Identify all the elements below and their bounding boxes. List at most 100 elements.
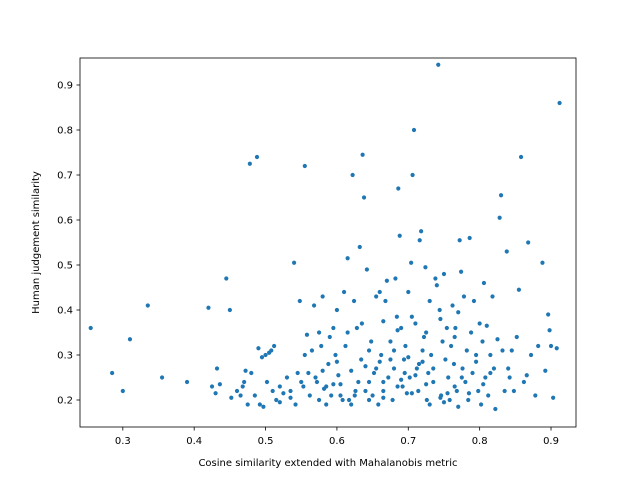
data-point [431,366,436,371]
data-point [411,127,417,133]
data-point [374,294,379,299]
data-point [381,395,386,400]
data-point [444,325,449,331]
data-point [473,359,479,364]
data-point [518,154,524,160]
data-point [461,294,467,299]
y-tick-label: 0.2 [57,396,73,407]
data-point [410,172,415,178]
data-point [256,346,261,351]
data-point [383,298,388,304]
data-point [533,393,538,398]
data-point [309,348,315,353]
data-point [460,366,465,371]
data-point [302,352,307,358]
y-tick-label: 0.3 [57,351,73,362]
data-point [307,393,312,398]
data-point [299,379,304,385]
data-point [252,393,257,398]
data-point [477,321,482,326]
plot-frame [79,57,577,428]
data-point [327,334,332,340]
data-point [502,388,507,394]
data-point [350,172,355,178]
data-point [338,382,343,387]
data-point [297,298,302,304]
data-point [326,361,331,367]
data-point [451,361,457,367]
data-point [224,276,229,281]
data-point [88,325,93,331]
data-point [281,391,286,396]
data-point [390,397,395,403]
data-point [420,348,425,353]
data-point [397,233,402,238]
data-point [364,267,369,272]
data-point [240,384,245,389]
data-point [331,382,336,387]
data-point [396,186,401,191]
data-point [334,307,340,313]
data-point [456,404,461,409]
data-points [88,62,562,412]
data-point [420,359,425,364]
data-point [484,323,489,328]
data-point [288,395,293,400]
data-point [446,375,451,380]
data-point [159,375,165,380]
data-point [433,276,438,281]
data-point [263,352,268,358]
data-point [456,310,461,315]
data-point [554,346,559,351]
data-point [406,289,411,295]
data-point [471,298,477,304]
y-axis-ticks: 0.2 0.3 0.4 0.5 0.6 0.7 0.8 0.9 [57,81,80,407]
data-point [463,379,468,385]
data-point [427,298,432,304]
data-point [359,357,364,362]
x-tick-label: 0.5 [258,436,274,447]
data-point [495,337,500,342]
data-point [399,377,404,382]
data-point [481,382,486,387]
data-point [293,402,298,407]
data-point [331,325,336,331]
data-point [259,355,265,360]
data-point [357,244,362,250]
data-point [349,402,354,407]
data-point [351,298,357,304]
data-point [395,328,400,333]
data-point [234,388,240,394]
data-point [498,193,504,198]
data-point [366,379,372,385]
data-point [454,388,459,394]
data-point [374,366,379,371]
data-point [438,395,443,400]
data-point [440,339,445,344]
data-point [386,375,391,380]
data-point [145,303,150,308]
data-point [467,235,472,241]
data-point [409,260,414,265]
data-point [120,388,125,394]
data-point [329,393,334,398]
data-point [504,249,509,254]
data-point [229,395,234,400]
data-point [457,238,462,243]
data-point [302,163,307,169]
data-point [543,368,548,373]
data-point [416,361,422,367]
data-point [403,343,408,349]
data-point [352,393,357,398]
data-point [354,325,359,331]
data-point [333,352,338,358]
data-point [399,325,404,331]
data-point [272,343,277,349]
data-point [110,370,115,376]
data-point [369,339,374,344]
data-point [424,382,429,387]
data-point [511,388,517,394]
data-point [376,402,381,407]
data-point [242,379,247,385]
